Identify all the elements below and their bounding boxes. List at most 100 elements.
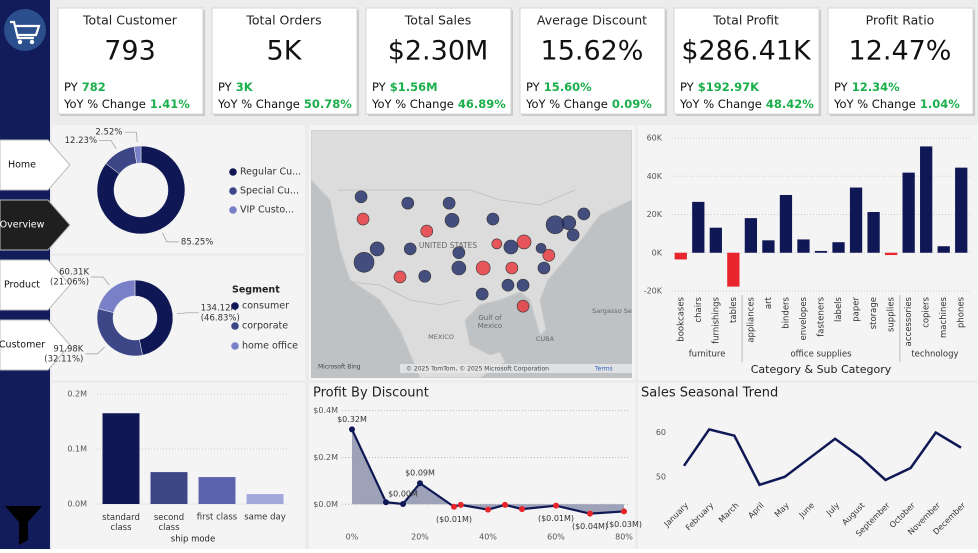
bar	[955, 167, 968, 253]
legend-swatch	[229, 206, 237, 214]
x-axis-title: Category & Sub Category	[751, 363, 892, 376]
legend-title: Segment	[232, 285, 280, 296]
panel	[52, 383, 305, 549]
x-tick-label: 80%	[615, 533, 633, 542]
bar	[727, 252, 740, 287]
point	[485, 506, 491, 513]
x-tick-label: storage	[869, 297, 879, 329]
nav-shape[interactable]	[0, 199, 71, 251]
leader-line	[99, 139, 117, 150]
kpi-yoy: YoY % Change 48.42%	[679, 97, 814, 111]
map-bubble	[501, 278, 515, 292]
kpi-value: $286.41K	[681, 36, 812, 67]
map-label: UNITED STATES	[419, 241, 477, 250]
group-label: furniture	[689, 350, 726, 360]
x-tick-label: supplies	[887, 296, 897, 332]
nav-button[interactable]: Home	[0, 139, 71, 191]
area	[352, 429, 624, 514]
donut-slice	[96, 145, 186, 235]
kpi-title: Profit Ratio	[866, 13, 935, 28]
line	[682, 428, 962, 487]
bar	[150, 472, 188, 504]
bar	[902, 172, 915, 253]
bar	[867, 212, 880, 253]
panel	[52, 256, 305, 380]
map-bubble	[353, 251, 375, 273]
x-tick-label: fasteners	[817, 296, 827, 336]
legend-swatch	[231, 342, 239, 350]
bar	[832, 242, 845, 253]
kpi-py: PY 782	[64, 80, 106, 94]
map-bubble	[505, 261, 519, 275]
map-brand: Microsoft Bing	[318, 364, 361, 371]
kpi-card	[365, 7, 512, 115]
y-tick-label: 20K	[647, 210, 663, 219]
legend-swatch	[229, 187, 237, 195]
x-tick-label: 60%	[547, 533, 565, 542]
kpi-value: 793	[104, 36, 156, 67]
nav-button[interactable]: Customer	[0, 319, 71, 371]
kpi-value: $2.30M	[388, 36, 489, 67]
x-tick-label: first class	[197, 513, 238, 523]
data-label: 60.31K	[59, 267, 89, 277]
yoy-value: 1.41%	[150, 97, 190, 111]
y-tick-label: 0.1M	[67, 445, 87, 454]
map-label: CUBA	[536, 335, 555, 343]
map-bubble	[537, 261, 551, 275]
bar	[884, 252, 898, 256]
legend-swatch	[231, 302, 239, 310]
legend-swatch	[229, 168, 237, 176]
y-tick-label: 50	[656, 472, 666, 481]
percent-label: (32.11%)	[44, 354, 83, 364]
kpi-yoy: YoY % Change 50.78%	[217, 97, 352, 111]
filter-icon[interactable]	[5, 506, 42, 545]
point	[457, 501, 464, 508]
py-value: $192.97K	[698, 80, 760, 94]
nav-shape[interactable]	[0, 259, 71, 311]
kpi-title: Total Customer	[82, 13, 178, 28]
nav-button[interactable]: Overview	[0, 199, 71, 251]
yoy-value: 46.89%	[458, 97, 506, 111]
leader-line	[85, 346, 105, 355]
data-label: 134.12K	[201, 303, 237, 313]
x-tick-label: tables	[729, 296, 739, 323]
yoy-value: 1.04%	[920, 97, 960, 111]
percent-label: (46.83%)	[201, 313, 240, 323]
point	[451, 503, 457, 510]
x-tick-label: binders	[781, 296, 791, 328]
map-bubble	[516, 234, 532, 250]
bar	[920, 146, 933, 253]
x-tick-label: chairs	[694, 296, 704, 322]
legend-label: home office	[242, 341, 298, 352]
point	[383, 499, 389, 506]
map-bubble	[452, 246, 466, 260]
data-label: 91.98K	[53, 344, 83, 354]
chart-title: Profit By Discount	[313, 386, 429, 401]
yoy-value: 0.09%	[612, 97, 652, 111]
nav-button[interactable]: Product	[0, 259, 71, 311]
data-label: 2.52%	[95, 128, 122, 138]
map-bubble	[403, 242, 417, 256]
py-label: PY	[680, 80, 695, 94]
kpi-value: 5K	[267, 36, 303, 67]
y-tick-label: 0.0M	[67, 500, 87, 509]
leader-line	[124, 131, 138, 143]
x-tick-label: second class	[154, 513, 184, 533]
y-tick-label: $0.4M	[313, 406, 338, 415]
group-label: technology	[911, 350, 958, 360]
nav-shape[interactable]	[0, 139, 71, 191]
x-tick-label: 40%	[479, 533, 497, 542]
bar	[674, 252, 687, 260]
bar	[814, 250, 828, 253]
yoy-label: YoY % Change	[679, 97, 762, 111]
map-bubble	[516, 278, 530, 292]
x-tick-label: accessories	[904, 296, 914, 346]
map-bubble	[354, 190, 368, 204]
legend-label: Special Cu...	[240, 186, 299, 197]
map-terms: Terms	[594, 366, 613, 373]
y-tick-label: $0.0M	[313, 500, 338, 509]
nav-shape[interactable]	[0, 319, 71, 371]
map-bubble	[369, 241, 385, 257]
